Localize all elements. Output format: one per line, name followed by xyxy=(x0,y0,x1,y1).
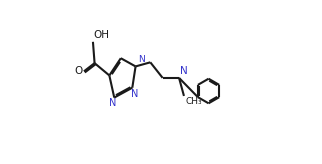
Text: N: N xyxy=(131,89,138,99)
Text: OH: OH xyxy=(94,30,110,40)
Text: O: O xyxy=(74,66,82,76)
Text: N: N xyxy=(138,55,145,64)
Text: N: N xyxy=(180,66,188,76)
Text: N: N xyxy=(109,98,116,108)
Text: CH₃: CH₃ xyxy=(185,97,202,106)
